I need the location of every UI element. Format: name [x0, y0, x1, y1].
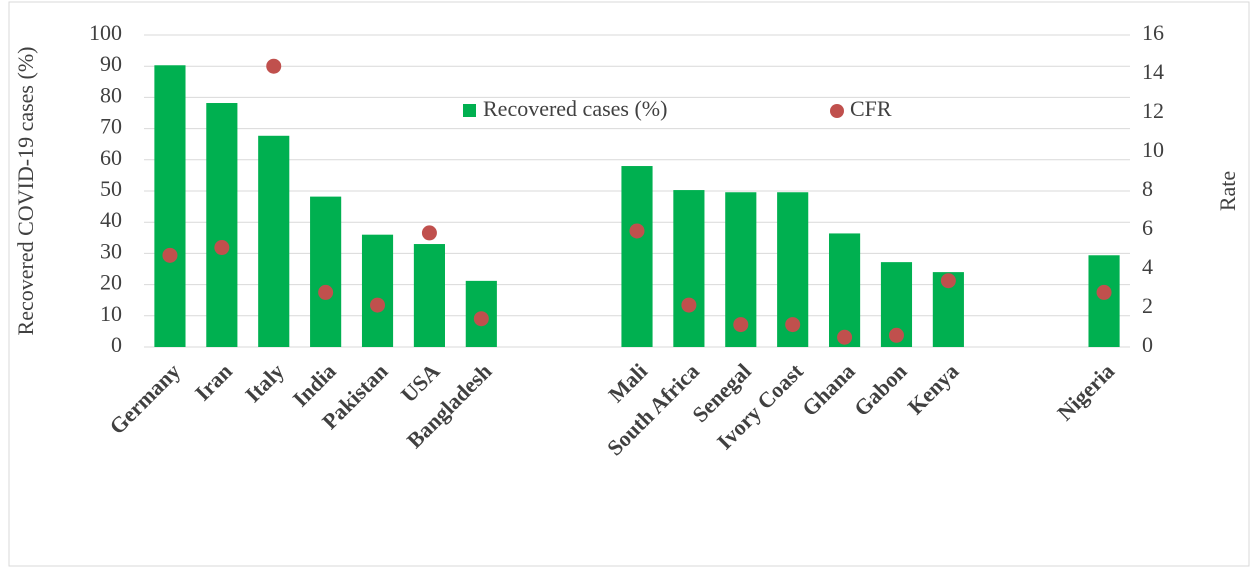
y-tick-label: 20: [100, 270, 122, 295]
y-axis-label: Recovered COVID-19 cases (%): [13, 47, 38, 336]
cfr-dot: [785, 317, 801, 333]
cfr-dot: [421, 225, 437, 241]
legend-label: Recovered cases (%): [483, 96, 667, 121]
cfr-dot: [318, 284, 334, 300]
y-tick-label: 30: [100, 238, 122, 263]
bar: [829, 233, 861, 347]
y2-tick-label: 2: [1142, 293, 1153, 318]
cfr-dot: [681, 297, 697, 313]
bar: [206, 103, 238, 348]
bar: [413, 244, 445, 347]
cfr-dot: [473, 311, 489, 327]
cfr-dot: [214, 240, 230, 256]
y-tick-label: 10: [100, 301, 122, 326]
y-tick-label: 40: [100, 207, 122, 232]
y-tick-label: 70: [100, 114, 122, 139]
cfr-dot: [1096, 284, 1112, 300]
y2-tick-label: 0: [1142, 332, 1153, 357]
legend-swatch: [463, 104, 476, 117]
y-tick-label: 50: [100, 176, 122, 201]
bar: [258, 135, 290, 347]
cfr-dot: [266, 58, 282, 74]
y-tick-label: 0: [111, 332, 122, 357]
cfr-dot: [940, 273, 956, 289]
cfr-dot: [162, 247, 178, 263]
bar: [310, 196, 342, 347]
cfr-dot: [629, 223, 645, 239]
bar: [673, 190, 705, 347]
y-tick-label: 80: [100, 82, 122, 107]
legend-swatch: [830, 104, 844, 118]
y2-tick-label: 16: [1142, 20, 1164, 45]
bar: [1088, 255, 1120, 347]
y2-tick-label: 4: [1142, 254, 1153, 279]
bar: [154, 65, 186, 347]
cfr-dot: [370, 297, 386, 313]
cfr-dot: [837, 329, 853, 345]
bar: [361, 234, 394, 347]
y-tick-label: 100: [89, 20, 122, 45]
y2-tick-label: 6: [1142, 215, 1153, 240]
y2-tick-label: 8: [1142, 176, 1153, 201]
y-tick-label: 90: [100, 51, 122, 76]
cfr-dot: [733, 317, 749, 333]
y2-tick-label: 10: [1142, 137, 1164, 162]
y2-axis-label: Rate: [1215, 171, 1240, 211]
legend-label: CFR: [850, 96, 892, 121]
y2-tick-label: 12: [1142, 98, 1164, 123]
bar: [621, 166, 653, 347]
y-tick-label: 60: [100, 145, 122, 170]
cfr-dot: [888, 327, 904, 343]
y2-tick-label: 14: [1142, 59, 1164, 84]
